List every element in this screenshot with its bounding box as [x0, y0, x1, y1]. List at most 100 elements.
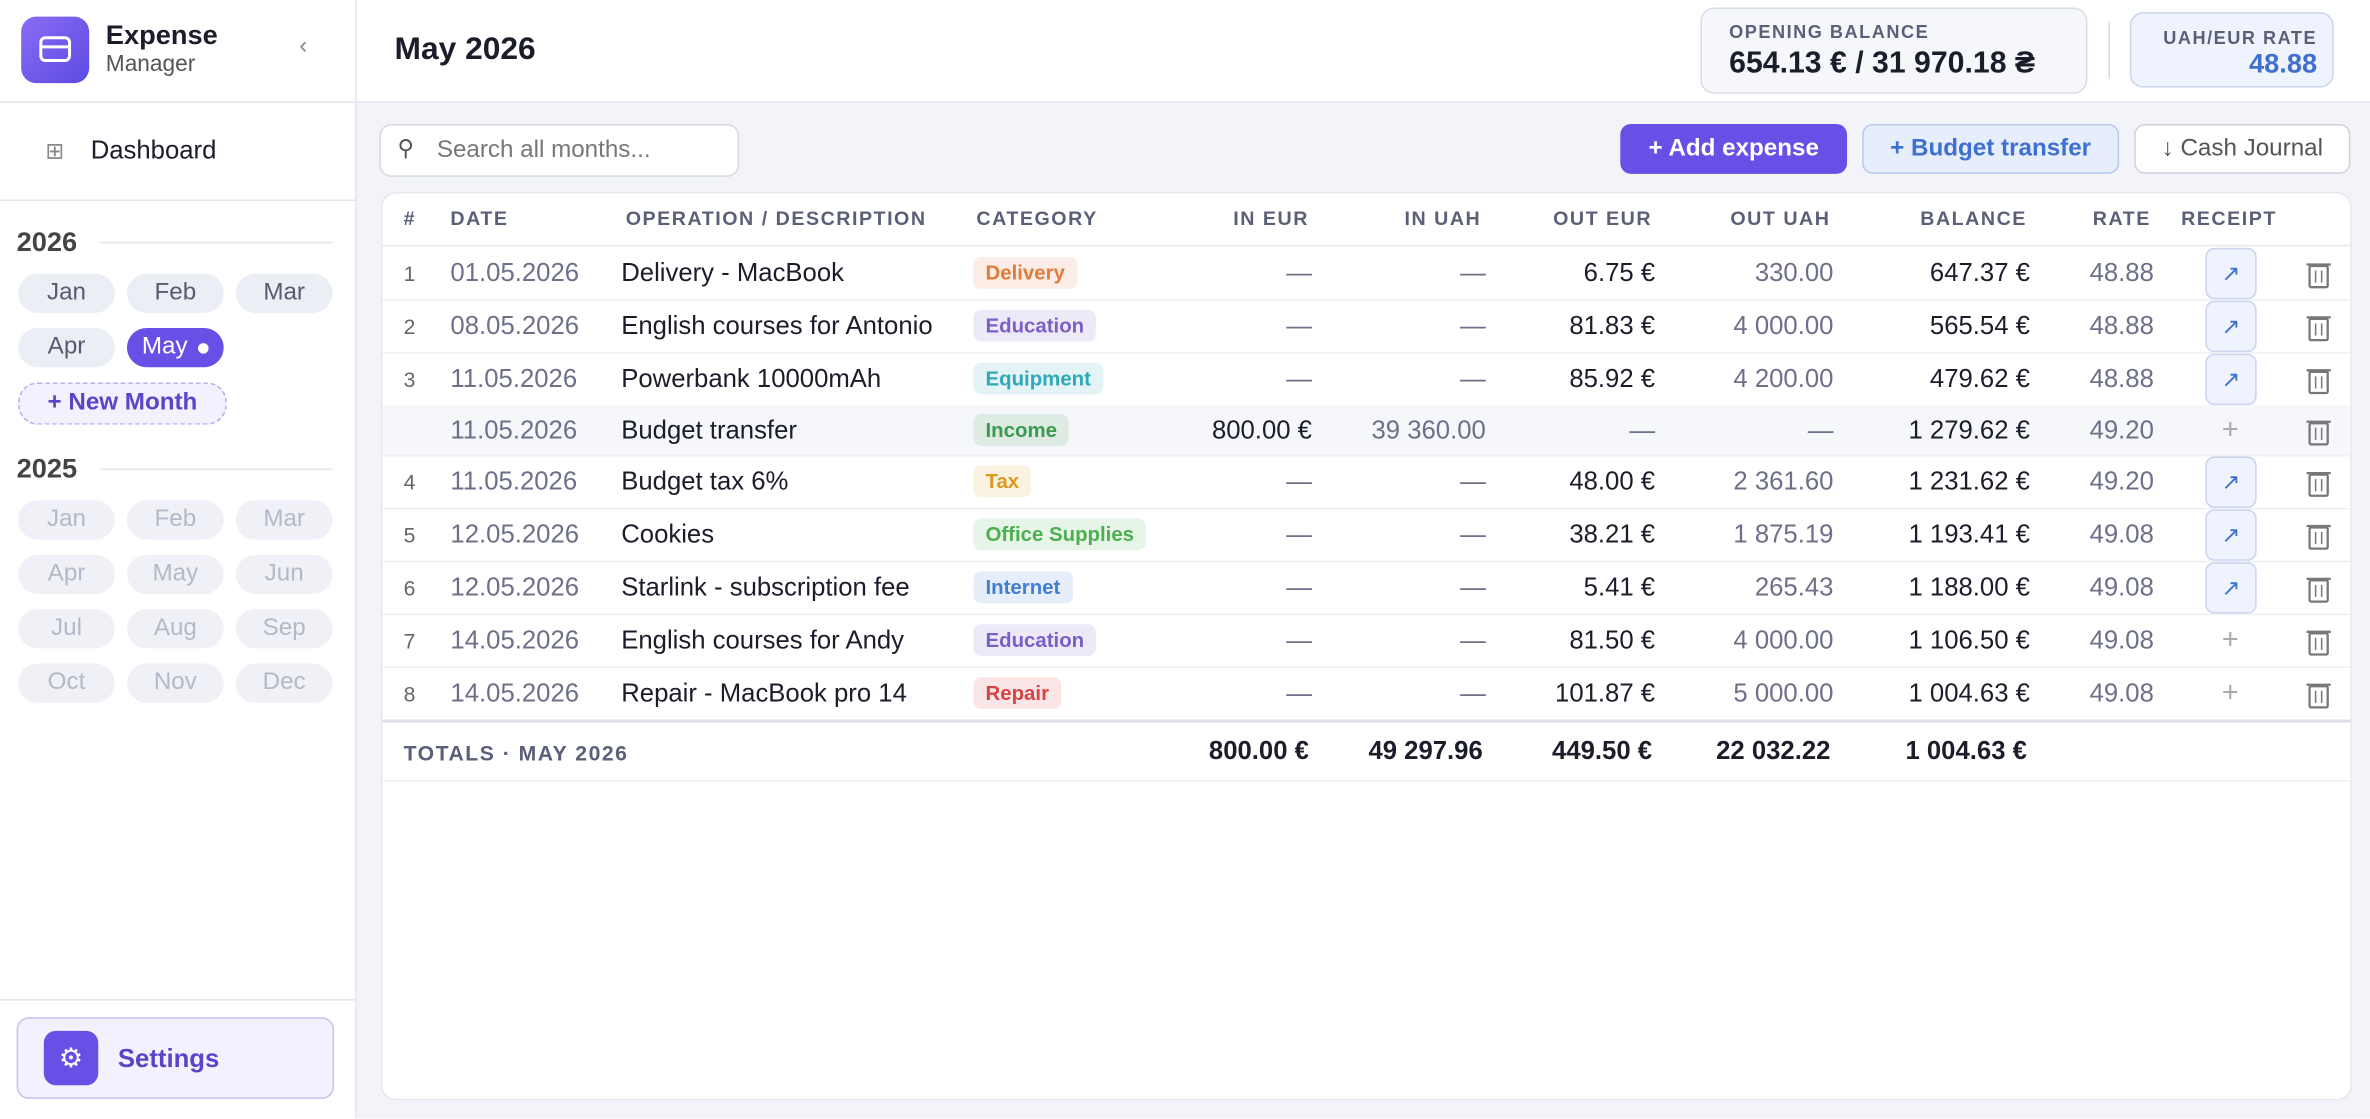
month-label: Aug [153, 615, 197, 641]
table-row: 8 14.05.2026 Repair - MacBook pro 14 Repair… [382, 667, 2351, 721]
cell-balance: 1 004.63 € [1908, 677, 2030, 707]
month-chip[interactable]: Sep [235, 609, 333, 649]
cell-balance: 1 193.41 € [1908, 519, 2030, 548]
month-chip[interactable]: Mar [235, 500, 333, 540]
column-header: RATE [2092, 207, 2151, 230]
delete-button[interactable] [2305, 466, 2332, 504]
cell-balance: 565.54 € [1929, 310, 2030, 340]
column-header: IN EUR [1233, 207, 1309, 230]
month-chip[interactable]: Apr [18, 554, 115, 595]
cell-in-eur: 800.00 € [1211, 414, 1312, 444]
receipt-button[interactable]: ↗ [2205, 561, 2257, 613]
month-chip[interactable]: Aug [126, 609, 224, 649]
total-out-eur: 449.50 € [1552, 736, 1653, 765]
month-chip[interactable]: Jul [18, 609, 115, 649]
table-row: 7 14.05.2026 English courses for Andy Educa… [382, 614, 2351, 669]
trash-icon [2306, 419, 2331, 445]
column-header: DATE [450, 207, 509, 230]
receipt-button[interactable]: ↗ [2205, 508, 2257, 561]
month-chip[interactable]: Dec [235, 663, 333, 703]
add-expense-button[interactable]: + Add expense [1620, 123, 1848, 174]
new-month-button[interactable]: + New Month [18, 382, 227, 425]
header-rule [382, 244, 2351, 247]
table-row: 3 11.05.2026 Powerbank 10000mAh Equipment — —… [382, 352, 2351, 407]
month-chip[interactable]: Jun [235, 554, 333, 595]
collapse-button[interactable]: ‹ [299, 33, 308, 59]
month-chip[interactable]: May [126, 554, 224, 595]
delete-button[interactable] [2305, 678, 2332, 716]
year-rule [99, 468, 333, 471]
receipt-button[interactable]: ↗ [2205, 300, 2257, 352]
month-chip[interactable]: Feb [126, 273, 224, 313]
column-header: OUT UAH [1730, 207, 1831, 230]
month-chip[interactable]: Nov [126, 663, 224, 703]
trash-icon [2306, 262, 2331, 288]
month-chip[interactable]: May [126, 327, 224, 368]
settings-button[interactable]: ⚙ Settings [16, 1017, 335, 1099]
delete-button[interactable] [2305, 519, 2332, 557]
search-box[interactable]: ⚲ Search all months... [379, 123, 740, 177]
sidebar: Expense Manager ‹ ⊞ Dashboard 2026 Jan Feb… [0, 0, 357, 1119]
receipt-button[interactable]: ↗ [2205, 247, 2257, 299]
cell-description: English courses for Andy [621, 625, 905, 654]
cell-out-uah: 4 000.00 [1733, 310, 1834, 340]
month-label: Nov [153, 669, 197, 696]
cell-out-eur: 5.41 € [1583, 572, 1656, 601]
receipt-button[interactable]: ↗ [2205, 352, 2257, 405]
trash-icon [2306, 471, 2331, 497]
delete-button[interactable] [2305, 415, 2332, 453]
month-chip[interactable]: Feb [126, 500, 224, 540]
receipt-add[interactable]: + [2221, 623, 2239, 656]
cash-journal-button[interactable]: ↓ Cash Journal [2134, 123, 2351, 174]
cell-rate: 48.88 [2089, 310, 2154, 340]
cell-in-uah: — [1460, 363, 1486, 393]
cell-in-uah: — [1460, 310, 1486, 340]
category-tag: Repair [973, 676, 1062, 709]
delete-button[interactable] [2305, 258, 2332, 296]
cell-out-eur: 6.75 € [1583, 257, 1656, 287]
delete-button[interactable] [2305, 311, 2332, 349]
month-chip[interactable]: Oct [18, 663, 115, 703]
delete-button[interactable] [2305, 625, 2332, 663]
settings-icon: ⚙ [43, 1030, 99, 1086]
table-row: 2 08.05.2026 English courses for Antonio Ed… [382, 299, 2351, 354]
logo-icon [39, 36, 72, 62]
cell-date: 08.05.2026 [450, 310, 580, 340]
table-row: 11.05.2026 Budget transfer Income 800.00 € 3… [382, 405, 2351, 457]
month-chip[interactable]: Mar [235, 273, 333, 313]
cell-rate: 49.20 [2089, 466, 2154, 496]
month-label: Sep [262, 615, 306, 641]
cell-in-uah: — [1460, 677, 1486, 707]
totals-bottom-rule [382, 779, 2351, 782]
nav-dashboard[interactable]: Dashboard [90, 136, 217, 165]
cell-out-uah: 5 000.00 [1733, 677, 1834, 707]
cell-out-uah: 1 875.19 [1733, 519, 1834, 548]
cell-rate: 49.08 [2089, 677, 2154, 707]
month-label: Jul [51, 615, 82, 641]
cell-in-eur: — [1286, 363, 1312, 393]
cell-rate: 48.88 [2089, 257, 2154, 287]
receipt-button[interactable]: ↗ [2205, 455, 2257, 508]
cell-in-eur: — [1286, 310, 1312, 340]
receipt-add[interactable]: + [2221, 413, 2239, 446]
cell-description: English courses for Antonio [621, 310, 933, 340]
cell-out-eur: 85.92 € [1569, 363, 1656, 393]
delete-button[interactable] [2305, 572, 2332, 610]
divider [2108, 21, 2111, 79]
month-chip[interactable]: Apr [18, 327, 115, 368]
cell-out-uah: 330.00 [1754, 257, 1834, 287]
month-chip[interactable]: Jan [18, 500, 115, 540]
receipt-add[interactable]: + [2221, 676, 2239, 709]
budget-transfer-button[interactable]: + Budget transfer [1862, 123, 2120, 174]
cell-out-eur: 81.50 € [1569, 625, 1656, 654]
cell-description: Starlink - subscription fee [621, 572, 910, 601]
delete-button[interactable] [2305, 364, 2332, 402]
cell-out-uah: 265.43 [1754, 572, 1834, 601]
month-label: Dec [262, 669, 306, 696]
category-tag: Income [973, 413, 1070, 446]
trash-icon [2306, 368, 2331, 394]
cell-balance: 1 279.62 € [1908, 414, 2030, 444]
month-chip[interactable]: Jan [18, 273, 115, 313]
table-row: 6 12.05.2026 Starlink - subscription fee In… [382, 561, 2351, 616]
